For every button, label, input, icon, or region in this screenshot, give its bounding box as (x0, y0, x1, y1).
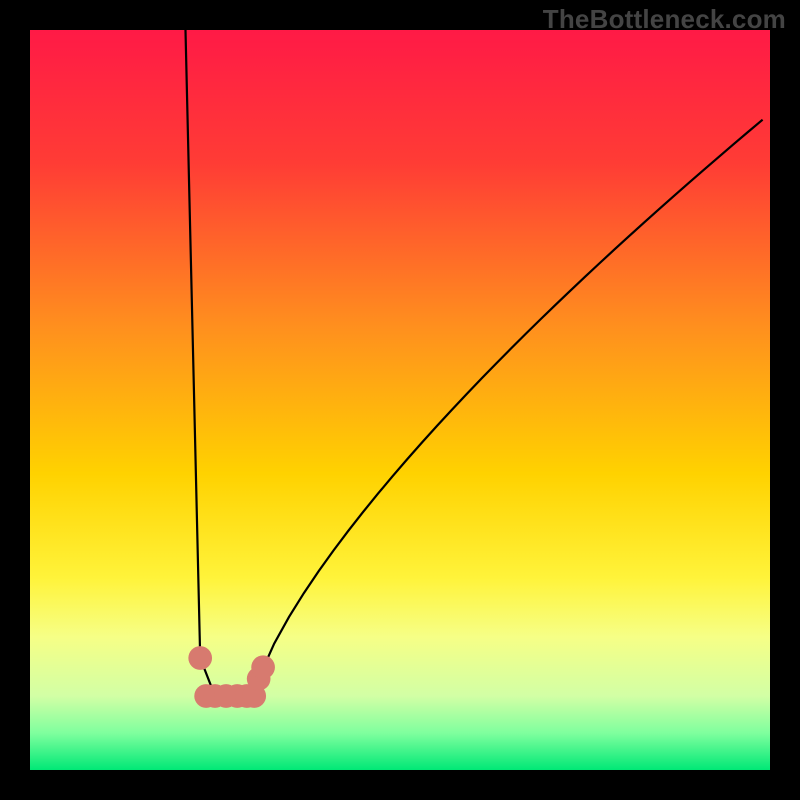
curve-marker (251, 655, 275, 679)
chart-background-gradient (30, 30, 770, 770)
curve-marker (188, 646, 212, 670)
watermark-text: TheBottleneck.com (543, 4, 786, 35)
